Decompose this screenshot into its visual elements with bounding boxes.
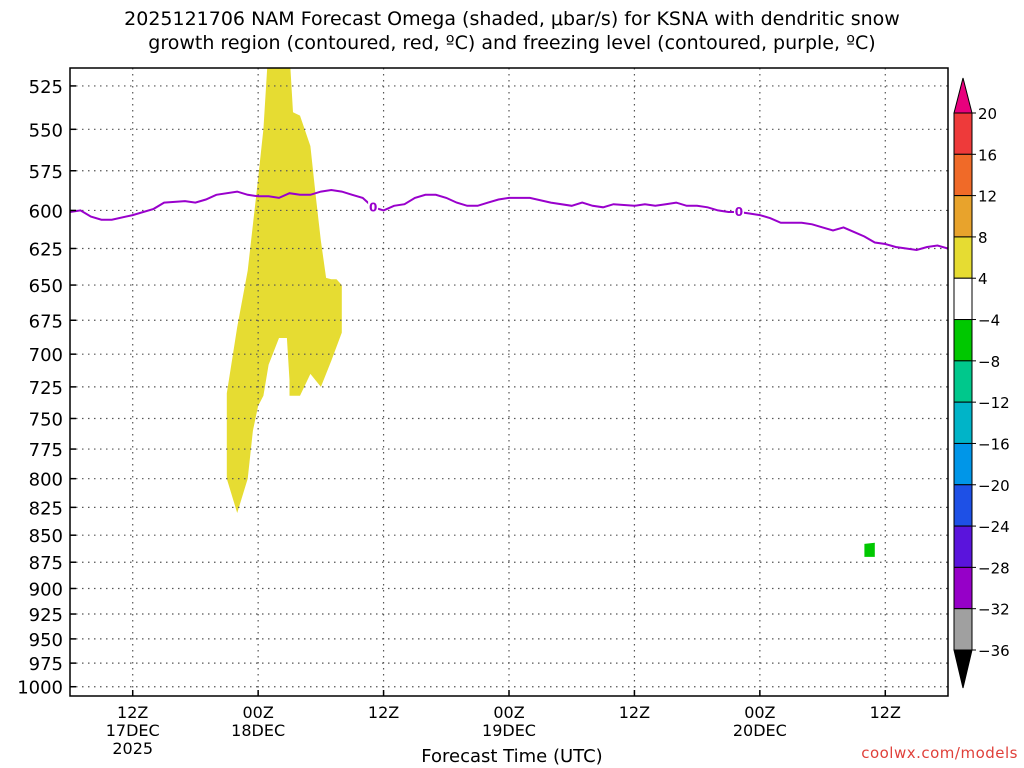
y-tick-label-700: 700	[29, 345, 63, 366]
colorbar-box-5	[953, 277, 973, 321]
y-tick-label-1000: 1000	[17, 678, 63, 699]
colorbar-label-13: −36	[978, 642, 1010, 660]
colorbar-box-12	[953, 566, 973, 610]
omega-region-1	[226, 68, 342, 513]
y-tick-label-725: 725	[29, 378, 63, 399]
freezing-level-label-bg-1	[368, 199, 379, 214]
y-tick-label-600: 600	[29, 201, 63, 222]
x-tick-label-5-0: 00Z	[744, 703, 775, 722]
freezing-level-label-1: 0	[369, 200, 377, 214]
x-tick-label-1-0: 00Z	[242, 703, 273, 722]
chart-title-line-1: 2025121706 NAM Forecast Omega (shaded, μ…	[124, 8, 900, 30]
colorbar-box-6	[953, 319, 973, 362]
y-tick-label-625: 625	[29, 239, 63, 260]
colorbar-label-11: −28	[978, 559, 1010, 577]
y-tick-label-925: 925	[29, 605, 63, 626]
colorbar-label-4: 4	[978, 270, 988, 288]
chart-title-line-2: growth region (contoured, red, ºC) and f…	[148, 32, 876, 54]
colorbar-box-4	[953, 236, 973, 279]
colorbar-box-11	[953, 525, 973, 568]
colorbar-box-3	[953, 195, 973, 238]
omega-region-2	[864, 542, 875, 557]
x-tick-label-3-1: 19DEC	[482, 721, 536, 740]
y-tick-label-675: 675	[29, 311, 63, 332]
y-tick-label-875: 875	[29, 553, 63, 574]
x-tick-label-1-1: 18DEC	[231, 721, 285, 740]
colorbar-label-6: −8	[978, 353, 1000, 371]
colorbar-label-9: −20	[978, 477, 1010, 495]
colorbar-top-arrow	[953, 77, 973, 114]
colorbar-box-9	[953, 442, 973, 486]
y-tick-label-775: 775	[29, 440, 63, 461]
colorbar-label-12: −32	[978, 601, 1010, 619]
y-tick-label-850: 850	[29, 526, 63, 547]
x-tick-label-0-2: 2025	[112, 739, 153, 758]
x-tick-label-0-1: 17DEC	[106, 721, 160, 740]
colorbar-label-0: 20	[978, 105, 997, 123]
colorbar-box-1	[953, 112, 973, 155]
x-tick-label-5-1: 20DEC	[733, 721, 787, 740]
colorbar-box-8	[953, 401, 973, 444]
y-tick-label-800: 800	[29, 470, 63, 491]
colorbar-label-3: 8	[978, 229, 988, 247]
colorbar-box-2	[953, 153, 973, 197]
colorbar-box-13	[953, 608, 973, 651]
colorbar-bottom-arrow	[953, 649, 973, 689]
x-axis-label: Forecast Time (UTC)	[421, 746, 603, 767]
freezing-level-line	[70, 188, 948, 252]
y-tick-label-750: 750	[29, 409, 63, 430]
y-tick-label-575: 575	[29, 162, 63, 183]
colorbar-label-10: −24	[978, 518, 1010, 536]
colorbar-label-2: 12	[978, 188, 997, 206]
y-tick-label-900: 900	[29, 579, 63, 600]
y-tick-label-550: 550	[29, 120, 63, 141]
colorbar-box-10	[953, 484, 973, 527]
y-tick-label-825: 825	[29, 498, 63, 519]
x-tick-label-4-0: 12Z	[619, 703, 650, 722]
colorbar-label-7: −12	[978, 394, 1010, 412]
y-tick-label-650: 650	[29, 276, 63, 297]
y-tick-label-975: 975	[29, 654, 63, 675]
x-tick-label-0-0: 12Z	[117, 703, 148, 722]
y-tick-label-950: 950	[29, 630, 63, 651]
colorbar-label-1: 16	[978, 146, 997, 164]
x-tick-label-6-0: 12Z	[870, 703, 901, 722]
credit-text[interactable]: coolwx.com/models	[861, 744, 1018, 762]
colorbar-label-8: −16	[978, 435, 1010, 453]
colorbar-label-5: −4	[978, 312, 1000, 330]
y-tick-label-525: 525	[29, 77, 63, 98]
x-tick-label-2-0: 12Z	[368, 703, 399, 722]
freezing-level-label-2: 0	[735, 205, 743, 219]
colorbar-box-7	[953, 360, 973, 403]
x-tick-label-3-0: 00Z	[493, 703, 524, 722]
plot-frame	[69, 67, 949, 697]
freezing-level-label-bg-2	[733, 203, 744, 218]
